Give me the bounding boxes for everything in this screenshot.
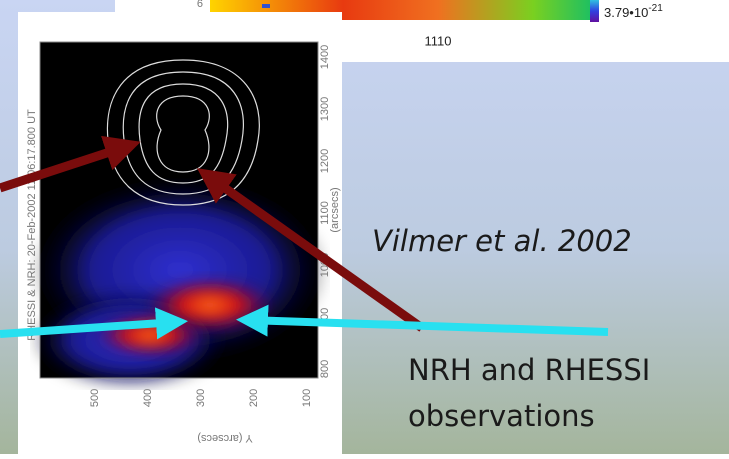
colorbar [590,0,599,22]
bottom-tick-label: 500 [89,389,101,407]
citation: Vilmer et al. 2002 [372,224,632,258]
marker [262,4,270,8]
right-label: (arcsecs) [329,187,341,232]
x-tick: 1110 [425,33,452,48]
right-tick-label: 800 [319,360,331,378]
caption-line: NRH and RHESSI [408,353,650,387]
bottom-tick-label: 400 [142,389,154,407]
bottom-tick-label: 300 [195,389,207,407]
bottom-tick-label: 100 [301,389,313,407]
arrow [236,304,609,337]
right-tick-label: 1300 [319,97,331,121]
y-tick: 6 [197,0,203,10]
right-tick-label: 1100 [319,201,331,225]
arrow [196,168,425,332]
contours [106,59,260,206]
arrow [0,307,188,340]
exponent: -21 [648,3,663,14]
mantissa: 3.79•10 [604,5,648,20]
plot-frame [39,41,319,379]
right-tick-label: 1400 [319,45,331,69]
bottom-label: Y (arcsecs) [197,432,252,444]
caption-line: observations [408,399,595,433]
arrow [0,135,141,193]
colorbar-label: 3.79•10-21 [604,3,663,21]
bottom-ticks: 500 400 300 200 100 [89,389,313,407]
figure-title: RHESSI & NRH: 20-Feb-2002 11:06:17.800 U… [26,109,38,341]
right-tick-label: 1200 [319,149,331,173]
bottom-tick-label: 200 [248,389,260,407]
